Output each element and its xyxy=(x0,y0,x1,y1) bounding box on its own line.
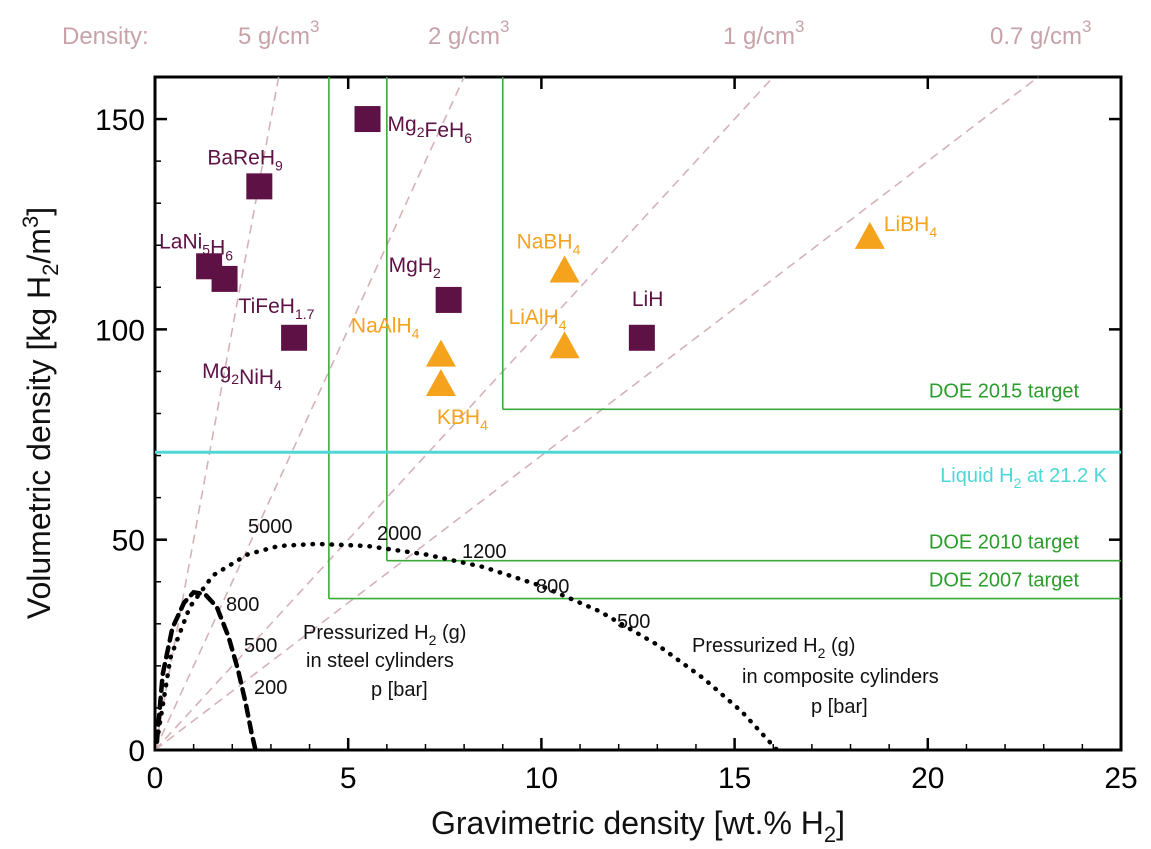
composite-cylinder-curve xyxy=(154,541,780,753)
target-label-3: DOE 2007 target xyxy=(929,570,1080,592)
y-tick-label-1: 50 xyxy=(112,525,145,558)
x-axis-label: Gravimetric density [wt.% H2] xyxy=(431,805,845,847)
y-tick-label-2: 100 xyxy=(95,314,145,347)
metal-hydride-label-1: Mg2FeH6 xyxy=(388,113,473,146)
metal-hydride-marker-1 xyxy=(354,106,381,133)
metal-hydride-label-6: MgH2 xyxy=(389,254,441,281)
liquid-h2-label: Liquid H2 at 21.2 K xyxy=(940,465,1107,491)
metal-hydride-marker-2 xyxy=(246,173,273,200)
target-label-1: DOE 2015 target xyxy=(929,380,1080,402)
steel-pressure-500: 500 xyxy=(244,635,277,657)
x-tick-label-1: 5 xyxy=(340,762,357,795)
complex-hydride-label-4: NaAlH4 xyxy=(351,315,420,342)
steel-cylinder-curve xyxy=(154,589,258,753)
x-tick-label-5: 25 xyxy=(1104,762,1137,795)
steel-cylinder-annotation: Pressurized H2 (g) in steel cylinders p … xyxy=(226,594,466,701)
density-label-2: 2 g/cm3 xyxy=(428,17,510,50)
composite-pressure-500: 500 xyxy=(617,611,650,633)
complex-hydride-label-1: LiBH4 xyxy=(884,213,938,240)
complex-hydride-marker-3 xyxy=(549,331,580,359)
metal-hydride-label-2: BaReH9 xyxy=(207,146,283,173)
density-line-3 xyxy=(154,76,774,751)
metal-hydride-label-5: Mg2NiH4 xyxy=(202,360,282,393)
metal-hydride-label-7: LiH xyxy=(632,288,664,311)
complex-hydride-marker-1 xyxy=(854,221,885,249)
metal-hydride-marker-4 xyxy=(211,265,238,292)
steel-text-line3: p [bar] xyxy=(371,679,428,701)
metal-hydride-label-4: TiFeH1.7 xyxy=(239,295,315,322)
complex-hydride-marker-2 xyxy=(549,255,580,283)
x-tick-label-2: 10 xyxy=(525,762,558,795)
x-tick-label-0: 0 xyxy=(147,762,164,795)
composite-pressure-2000: 2000 xyxy=(377,523,422,545)
composite-pressure-800: 800 xyxy=(536,576,569,598)
composite-text-line1: Pressurized H2 (g) xyxy=(692,635,855,661)
metal-hydride-marker-6 xyxy=(435,286,462,313)
density-line-4 xyxy=(154,76,1039,751)
composite-cylinder-annotation: Pressurized H2 (g) in composite cylinder… xyxy=(248,516,939,718)
composite-text-line2: in composite cylinders xyxy=(742,666,939,688)
complex-hydride-label-2: NaBH4 xyxy=(517,230,581,257)
density-header: Density: 5 g/cm3 2 g/cm3 1 g/cm3 0.7 g/cm3 xyxy=(62,17,1092,50)
y-axis-label: Volumetric density [kg H2/m3] xyxy=(18,207,63,619)
density-label-4: 0.7 g/cm3 xyxy=(990,17,1092,50)
complex-hydride-marker-5 xyxy=(425,369,456,397)
steel-text-line1: Pressurized H2 (g) xyxy=(303,622,466,648)
composite-text-line3: p [bar] xyxy=(811,696,868,718)
density-label-1: 5 g/cm3 xyxy=(238,17,320,50)
target-label-2: DOE 2010 target xyxy=(929,532,1080,554)
x-tick-label-4: 20 xyxy=(911,762,944,795)
composite-pressure-5000: 5000 xyxy=(248,516,293,538)
steel-pressure-800: 800 xyxy=(226,594,259,616)
y-tick-label-3: 150 xyxy=(95,104,145,137)
steel-pressure-200: 200 xyxy=(254,677,287,699)
density-header-label: Density: xyxy=(62,23,149,50)
steel-text-line2: in steel cylinders xyxy=(306,650,454,672)
metal-hydride-marker-5 xyxy=(281,324,308,351)
metal-hydride-label-3: LaNi5H6 xyxy=(159,230,233,263)
y-tick-label-0: 0 xyxy=(128,735,145,768)
density-label-3: 1 g/cm3 xyxy=(723,17,805,50)
density-line-2 xyxy=(154,76,465,751)
x-tick-label-3: 15 xyxy=(718,762,751,795)
complex-hydride-label-3: LiAlH4 xyxy=(509,306,567,333)
metal-hydride-marker-7 xyxy=(628,324,655,351)
complex-hydride-label-5: KBH4 xyxy=(437,406,488,433)
composite-pressure-1200: 1200 xyxy=(462,541,507,563)
plot-frame xyxy=(153,75,1123,752)
complex-hydride-marker-4 xyxy=(425,339,456,367)
